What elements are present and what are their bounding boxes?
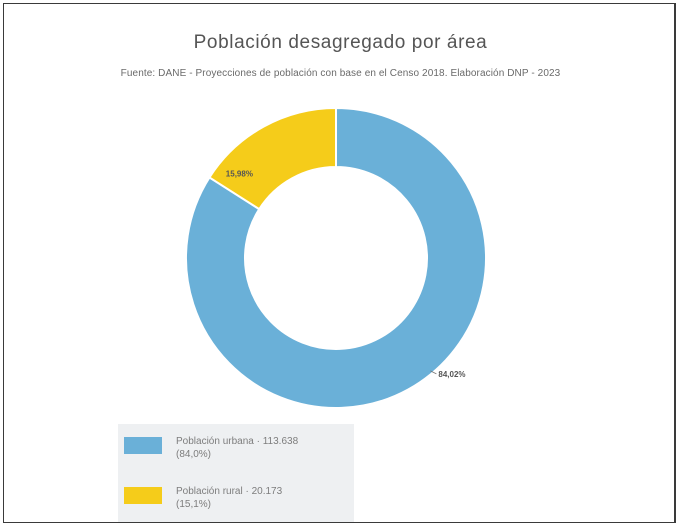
legend-label-rural-line2: (15,1%) — [176, 499, 212, 510]
legend-label-urban-line1: Población urbana · 113.638 — [176, 436, 299, 447]
legend-swatch-urban — [124, 437, 162, 454]
legend-label-rural: Población rural · 20.173 (15,1%) — [176, 485, 346, 511]
legend: Población urbana · 113.638 (84,0%) Pobla… — [118, 424, 354, 522]
legend-label-urban-line2: (84,0%) — [176, 449, 212, 460]
chart-title: Población desagregado por área — [193, 32, 488, 53]
legend-label-rural-line1: Población rural · 20.173 — [176, 486, 283, 497]
donut-slice-urban[interactable] — [185, 106, 487, 409]
data-label-rural: 15,98% — [226, 169, 253, 178]
chart-subtitle: Fuente: DANE - Proyecciones de población… — [120, 68, 561, 79]
legend-swatch-rural — [124, 487, 162, 504]
legend-item-rural[interactable]: Población rural · 20.173 (15,1%) — [124, 484, 350, 524]
legend-item-urban[interactable]: Población urbana · 113.638 (84,0%) — [124, 434, 350, 474]
data-label-urban: 84,02% — [438, 370, 465, 379]
donut-slice-rural[interactable] — [208, 106, 337, 211]
data-label-leader-urban — [430, 370, 437, 375]
legend-label-urban: Población urbana · 113.638 (84,0%) — [176, 435, 346, 461]
